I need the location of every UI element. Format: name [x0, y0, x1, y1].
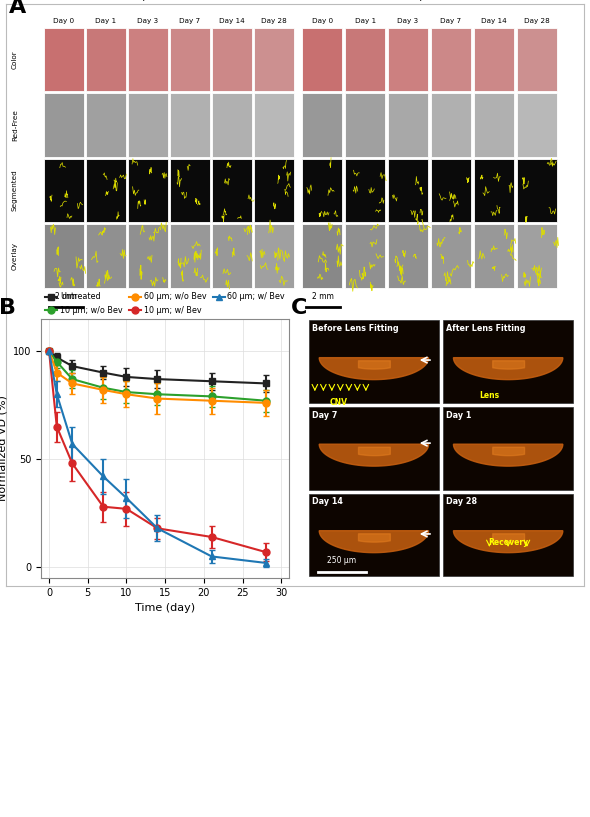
- Y-axis label: Normalized VD (%): Normalized VD (%): [0, 395, 8, 502]
- Text: C: C: [291, 297, 307, 318]
- Bar: [212, 158, 252, 222]
- Bar: [443, 407, 573, 489]
- Bar: [474, 28, 514, 92]
- Bar: [517, 158, 557, 222]
- Bar: [128, 224, 168, 288]
- Bar: [431, 158, 471, 222]
- Text: Segmented: Segmented: [12, 170, 18, 212]
- Bar: [170, 158, 210, 222]
- Bar: [212, 224, 252, 288]
- Polygon shape: [454, 358, 563, 380]
- Bar: [128, 28, 168, 92]
- Bar: [44, 93, 84, 157]
- Text: Day 14: Day 14: [219, 18, 245, 24]
- Bar: [254, 28, 294, 92]
- Text: Day 28: Day 28: [524, 18, 550, 24]
- Text: After Lens Fitting: After Lens Fitting: [447, 324, 526, 333]
- Text: 60 μm; w/ Bev: 60 μm; w/ Bev: [404, 0, 474, 2]
- Bar: [517, 224, 557, 288]
- Bar: [474, 158, 514, 222]
- Bar: [86, 224, 126, 288]
- Bar: [309, 493, 439, 576]
- Text: Color: Color: [12, 50, 18, 69]
- Text: $\mathbf{Figure\ 2.}$ $\mathbf{\it{In\ vivo}}$$\mathbf{\ CNV\ treatment\ with\ S: $\mathbf{Figure\ 2.}$ $\mathbf{\it{In\ v…: [66, 596, 524, 817]
- Bar: [302, 93, 342, 157]
- Text: 2 mm: 2 mm: [55, 292, 77, 301]
- Text: Day 1: Day 1: [447, 411, 472, 420]
- Text: Day 7: Day 7: [440, 18, 461, 24]
- Text: Day 3: Day 3: [398, 18, 419, 24]
- Bar: [128, 158, 168, 222]
- Text: Day 0: Day 0: [312, 18, 333, 24]
- X-axis label: Time (day): Time (day): [135, 603, 195, 614]
- Bar: [302, 158, 342, 222]
- Bar: [302, 224, 342, 288]
- Bar: [86, 158, 126, 222]
- Bar: [517, 93, 557, 157]
- Bar: [212, 93, 252, 157]
- Text: Day 14: Day 14: [312, 498, 343, 507]
- Text: Day 14: Day 14: [481, 18, 507, 24]
- Text: Day 28: Day 28: [261, 18, 287, 24]
- Bar: [431, 224, 471, 288]
- Bar: [309, 320, 439, 403]
- Text: Before Lens Fitting: Before Lens Fitting: [312, 324, 399, 333]
- Text: 10 μm; w/ Bev: 10 μm; w/ Bev: [127, 0, 197, 2]
- Bar: [254, 224, 294, 288]
- Text: Day 1: Day 1: [96, 18, 117, 24]
- Bar: [86, 93, 126, 157]
- Text: CNV: CNV: [330, 398, 348, 407]
- Bar: [474, 224, 514, 288]
- Bar: [309, 407, 439, 489]
- Bar: [388, 28, 428, 92]
- Bar: [431, 93, 471, 157]
- Text: B: B: [0, 297, 16, 318]
- Text: Day 28: Day 28: [447, 498, 477, 507]
- Bar: [170, 224, 210, 288]
- Bar: [388, 93, 428, 157]
- Polygon shape: [319, 444, 428, 467]
- Bar: [431, 28, 471, 92]
- Polygon shape: [319, 358, 428, 380]
- Polygon shape: [454, 531, 563, 552]
- Text: Recovery: Recovery: [488, 538, 528, 547]
- Bar: [517, 28, 557, 92]
- Bar: [388, 158, 428, 222]
- Bar: [345, 158, 385, 222]
- Polygon shape: [319, 531, 428, 552]
- Bar: [345, 28, 385, 92]
- Bar: [345, 224, 385, 288]
- Bar: [170, 93, 210, 157]
- Bar: [254, 93, 294, 157]
- Bar: [345, 93, 385, 157]
- Text: Day 7: Day 7: [312, 411, 337, 420]
- Text: A: A: [9, 0, 26, 17]
- Bar: [128, 93, 168, 157]
- Text: Day 0: Day 0: [53, 18, 74, 24]
- Text: Day 7: Day 7: [179, 18, 201, 24]
- Bar: [44, 158, 84, 222]
- Bar: [44, 28, 84, 92]
- Legend: Untreated, 10 μm; w/o Bev, 60 μm; w/o Bev, 10 μm; w/ Bev, 60 μm; w/ Bev: Untreated, 10 μm; w/o Bev, 60 μm; w/o Be…: [45, 292, 285, 315]
- Bar: [388, 224, 428, 288]
- Text: Day 3: Day 3: [137, 18, 159, 24]
- Text: Lens: Lens: [479, 391, 499, 400]
- Text: 2 mm: 2 mm: [312, 292, 335, 301]
- Text: Overlay: Overlay: [12, 242, 18, 270]
- Text: Red-Free: Red-Free: [12, 109, 18, 141]
- Bar: [212, 28, 252, 92]
- Bar: [170, 28, 210, 92]
- Bar: [254, 158, 294, 222]
- Bar: [474, 93, 514, 157]
- Bar: [302, 28, 342, 92]
- Bar: [44, 224, 84, 288]
- Bar: [86, 28, 126, 92]
- Bar: [443, 320, 573, 403]
- Text: 250 μm: 250 μm: [327, 556, 356, 565]
- Text: Day 1: Day 1: [355, 18, 376, 24]
- Bar: [443, 493, 573, 576]
- Polygon shape: [454, 444, 563, 467]
